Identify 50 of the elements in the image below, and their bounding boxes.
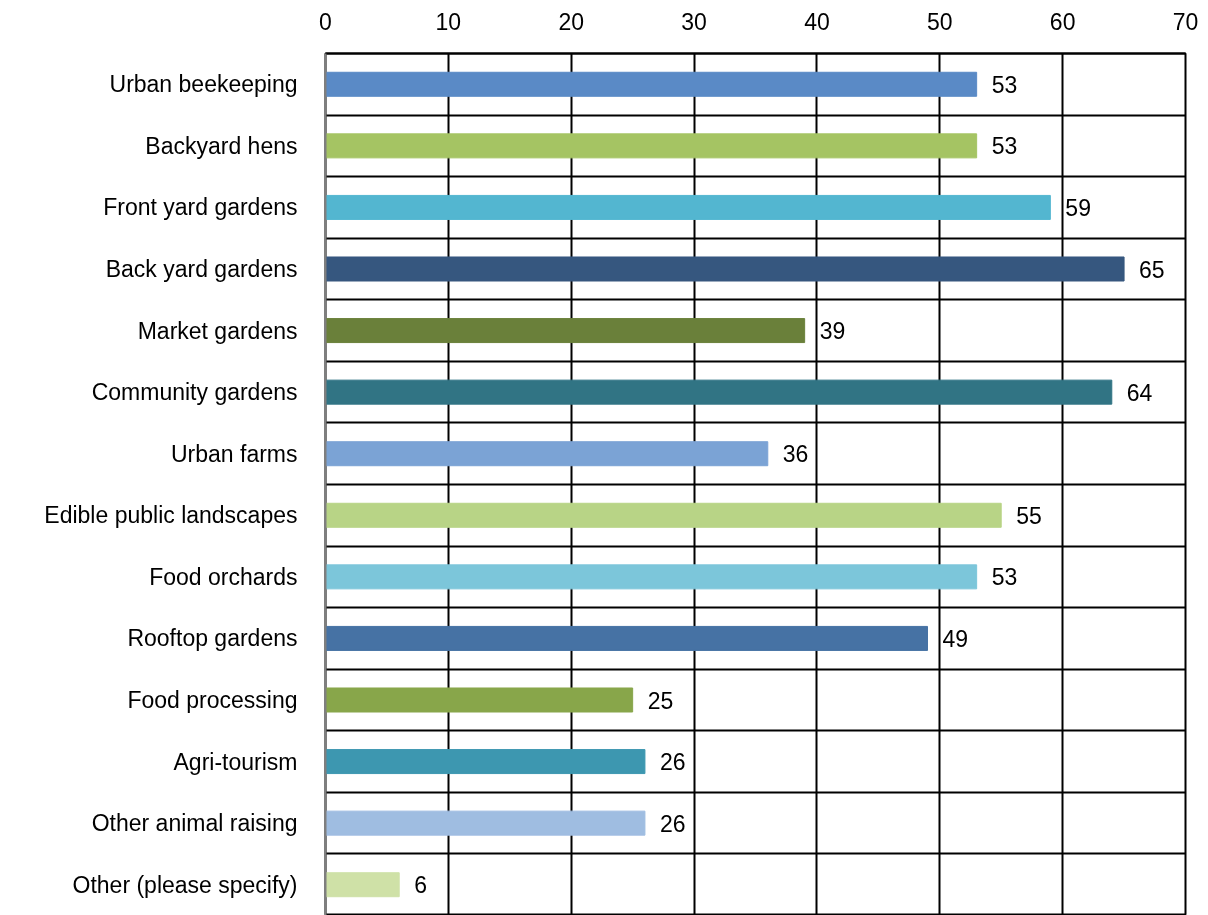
bar xyxy=(325,625,928,651)
y-tick-label: Back yard gardens xyxy=(105,256,298,282)
x-tick-label: 10 xyxy=(435,8,462,35)
y-tick-label: Community gardens xyxy=(91,379,298,406)
y-tick-label: Other (please specify) xyxy=(72,871,298,898)
x-tick-label: 50 xyxy=(926,8,953,35)
x-tick-label: 40 xyxy=(804,8,830,35)
data-label: 55 xyxy=(1016,502,1042,529)
data-label: 39 xyxy=(819,318,846,345)
x-tick-label: 30 xyxy=(681,8,707,35)
bar xyxy=(325,872,400,898)
y-tick-label: Agri-tourism xyxy=(173,748,298,775)
y-tick-label: Food orchards xyxy=(149,563,298,590)
bar xyxy=(325,749,646,775)
y-tick-label: Market gardens xyxy=(137,317,298,344)
data-label: 49 xyxy=(942,625,969,652)
bar xyxy=(325,133,978,159)
y-tick-label: Other animal raising xyxy=(91,810,298,837)
data-label: 53 xyxy=(991,71,1018,98)
y-tick-label: Food processing xyxy=(127,687,298,713)
y-tick-label: Rooftop gardens xyxy=(127,625,298,652)
data-label: 53 xyxy=(991,564,1018,591)
bar xyxy=(325,687,634,713)
data-label: 59 xyxy=(1065,194,1091,221)
x-tick-label: 60 xyxy=(1049,8,1076,35)
data-label: 65 xyxy=(1139,256,1165,283)
data-label: 64 xyxy=(1126,379,1153,406)
bar xyxy=(325,441,769,467)
data-label: 26 xyxy=(659,810,686,837)
bar xyxy=(325,318,806,344)
bar xyxy=(325,564,978,590)
y-tick-label: Urban beekeeping xyxy=(109,71,298,98)
bar xyxy=(325,379,1113,405)
y-tick-label: Edible public landscapes xyxy=(44,502,298,529)
y-tick-label: Front yard gardens xyxy=(103,194,298,221)
bar xyxy=(325,810,646,836)
bar xyxy=(325,256,1125,282)
data-label: 25 xyxy=(647,687,674,714)
data-label: 36 xyxy=(782,441,809,468)
data-label: 53 xyxy=(991,133,1018,160)
x-tick-label: 0 xyxy=(319,8,332,35)
x-tick-label: 70 xyxy=(1172,8,1199,35)
x-tick-label: 20 xyxy=(558,8,585,35)
bar xyxy=(325,502,1002,528)
bar xyxy=(325,194,1051,220)
bar xyxy=(325,71,978,97)
y-tick-label: Backyard hens xyxy=(145,132,298,159)
data-label: 26 xyxy=(659,749,686,776)
data-label: 6 xyxy=(414,872,428,899)
y-tick-label: Urban farms xyxy=(170,440,298,467)
